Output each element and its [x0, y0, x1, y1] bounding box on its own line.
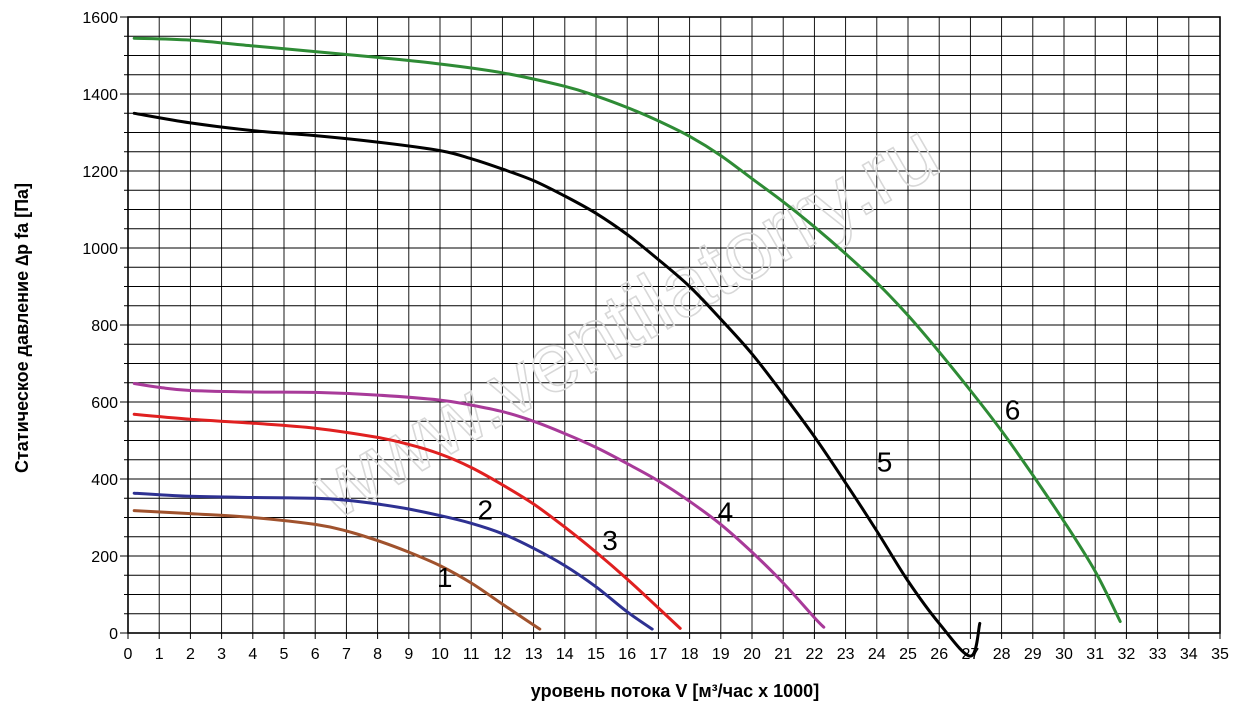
x-axis-ticks: 0 1 2 3 4 5 6 7 8 9 10 11 12 13 14 15 16 17 18 19 20 21 22 23 24…	[124, 633, 1229, 663]
x-tick-label: 25	[899, 646, 917, 663]
curve-labels: 1 2 3 4 5 6	[437, 394, 1020, 592]
curve-label-1: 1	[437, 562, 453, 593]
x-tick-label: 2	[186, 646, 195, 663]
y-tick-label: 0	[109, 626, 118, 643]
x-tick-label: 16	[618, 646, 636, 663]
x-tick-label: 8	[373, 646, 382, 663]
series-line-2	[132, 491, 654, 631]
curve-label-5: 5	[877, 446, 893, 477]
x-tick-label: 14	[556, 646, 574, 663]
x-tick-label: 20	[743, 646, 761, 663]
x-tick-label: 26	[930, 646, 948, 663]
x-tick-label: 9	[404, 646, 413, 663]
x-tick-label: 11	[463, 646, 480, 663]
x-tick-label: 22	[806, 646, 824, 663]
curve-label-3: 3	[602, 525, 618, 556]
series-line-3	[132, 412, 682, 630]
x-tick-label: 33	[1149, 646, 1167, 663]
curve-label-4: 4	[718, 496, 734, 527]
x-tick-label: 13	[525, 646, 543, 663]
curve-label-6: 6	[1005, 394, 1021, 425]
chart-series	[132, 36, 1122, 658]
watermark-layer: www.ventilatorry.ru	[296, 103, 955, 538]
y-axis-ticks: 0 200 400 600 800 1000 1200 1400 1600	[82, 10, 128, 643]
y-tick-label: 1400	[82, 87, 118, 104]
x-tick-label: 4	[248, 646, 257, 663]
y-tick-label: 1000	[82, 241, 118, 258]
x-tick-label: 1	[155, 646, 164, 663]
x-axis-title: уровень потока V [м³/час х 1000]	[531, 681, 819, 701]
x-tick-label: 28	[993, 646, 1011, 663]
x-tick-label: 27	[962, 646, 980, 663]
x-tick-label: 30	[1055, 646, 1073, 663]
curve-label-2: 2	[477, 494, 493, 525]
x-tick-label: 7	[342, 646, 351, 663]
x-tick-label: 32	[1118, 646, 1136, 663]
watermark-text: www.ventilatorry.ru	[297, 103, 954, 537]
y-tick-label: 1600	[82, 10, 118, 27]
y-tick-label: 200	[91, 549, 118, 566]
y-tick-label: 400	[91, 472, 118, 489]
series-line-6	[132, 36, 1122, 623]
series-line-4	[132, 382, 826, 629]
x-tick-label: 10	[431, 646, 449, 663]
x-tick-label: 3	[217, 646, 226, 663]
y-axis-title: Статическое давление ∆p fa [Па]	[12, 183, 32, 473]
x-tick-label: 23	[837, 646, 855, 663]
x-tick-label: 19	[712, 646, 730, 663]
series-line-1	[132, 509, 542, 631]
x-tick-label: 0	[124, 646, 133, 663]
x-tick-label: 24	[868, 646, 886, 663]
chart-grid	[127, 16, 1221, 634]
x-tick-label: 17	[650, 646, 668, 663]
series-line-5	[132, 111, 982, 658]
y-tick-label: 600	[91, 395, 118, 412]
x-tick-label: 18	[681, 646, 699, 663]
y-tick-label: 1200	[82, 164, 118, 181]
x-tick-label: 6	[311, 646, 320, 663]
x-tick-label: 15	[587, 646, 605, 663]
x-tick-label: 29	[1024, 646, 1042, 663]
x-tick-label: 5	[280, 646, 289, 663]
x-tick-label: 21	[774, 646, 792, 663]
x-tick-label: 31	[1086, 646, 1104, 663]
x-tick-label: 12	[494, 646, 512, 663]
x-tick-label: 34	[1180, 646, 1198, 663]
y-tick-label: 800	[91, 318, 118, 335]
x-tick-label: 35	[1211, 646, 1229, 663]
